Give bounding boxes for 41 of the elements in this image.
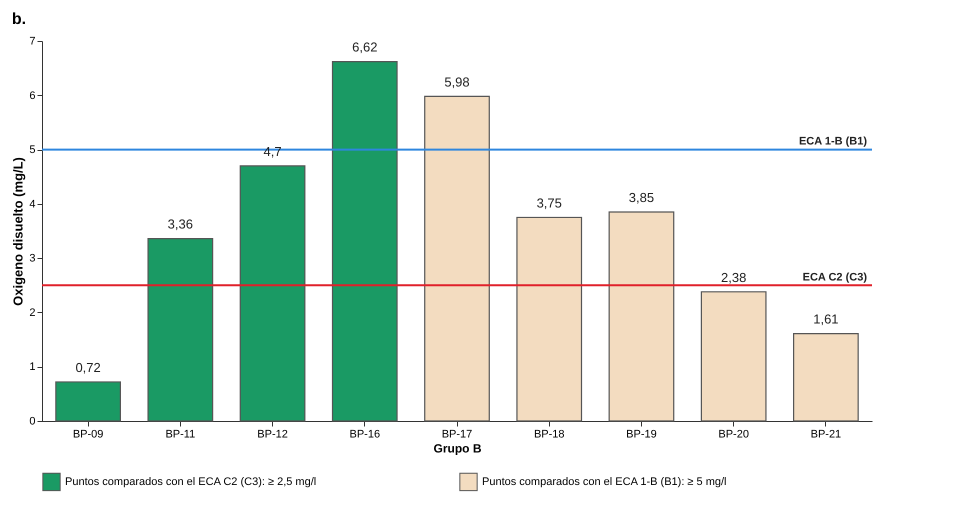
x-tick-label: BP-11 [165, 428, 196, 440]
y-tick-label: 0 [29, 416, 36, 428]
x-tick-label: BP-18 [534, 428, 565, 440]
data-label: 3,36 [168, 216, 193, 232]
bar [240, 165, 306, 422]
bar [147, 238, 214, 422]
data-label: 2,38 [721, 270, 746, 285]
bar [516, 216, 582, 422]
ref-line-label: ECA C2 (C3) [802, 271, 868, 284]
y-tick-label: 6 [29, 90, 36, 102]
data-label: 3,75 [536, 195, 562, 210]
x-tick-label: BP-17 [442, 428, 472, 440]
x-tick-label: BP-19 [626, 428, 657, 440]
bar [608, 211, 674, 422]
ref-line-label: ECA 1-B (B1) [798, 136, 868, 148]
x-tick-label: BP-12 [257, 428, 288, 440]
y-tick-label: 5 [29, 144, 36, 156]
x-tick-label: BP-16 [349, 428, 380, 440]
data-label: 3,85 [628, 190, 654, 205]
data-label: 6,62 [352, 40, 378, 55]
legend-label: Puntos comparados con el ECA 1-B (B1): ≥ 5 mg/l [482, 476, 726, 488]
y-tick-label: 4 [29, 198, 36, 210]
bar [332, 61, 398, 422]
x-tick-label: BP-21 [810, 428, 842, 440]
x-tick-label: BP-20 [718, 428, 749, 440]
data-label: 5,98 [444, 74, 470, 90]
data-label: 1,61 [813, 312, 839, 327]
y-tick-label: 3 [29, 252, 36, 265]
x-tick-label: BP-09 [72, 428, 104, 440]
legend-label: Puntos comparados con el ECA C2 (C3): ≥ 2,5 mg/l [65, 476, 316, 488]
chart-title: b. [12, 11, 26, 28]
y-tick-label: 2 [29, 306, 36, 319]
bar [793, 333, 859, 422]
x-axis-title: Grupo B [434, 442, 482, 456]
data-label: 0,72 [75, 360, 101, 375]
y-tick-label: 1 [29, 361, 36, 374]
bar [424, 96, 490, 422]
bar [55, 381, 121, 422]
y-axis-title: Oxigeno disuelto (mg/L) [10, 157, 26, 306]
y-tick-label: 7 [29, 36, 36, 48]
bar [700, 291, 767, 422]
